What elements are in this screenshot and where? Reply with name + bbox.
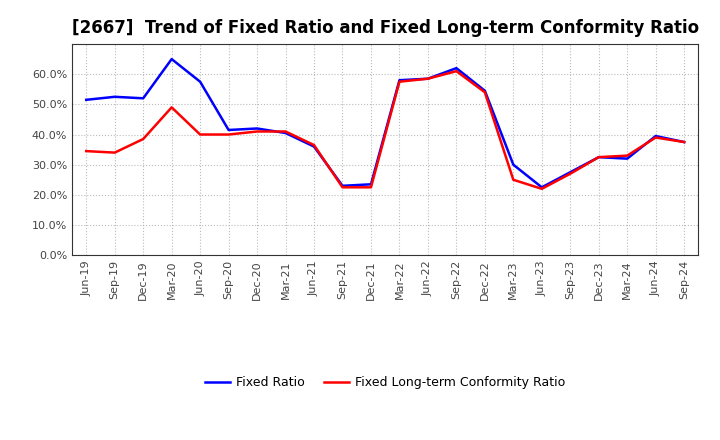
- Fixed Long-term Conformity Ratio: [196, 132, 204, 137]
- Fixed Ratio: [366, 182, 375, 187]
- Fixed Ratio: [623, 156, 631, 161]
- Fixed Long-term Conformity Ratio: [537, 186, 546, 191]
- Fixed Long-term Conformity Ratio: [139, 136, 148, 142]
- Fixed Ratio: [509, 162, 518, 167]
- Fixed Ratio: [225, 127, 233, 132]
- Fixed Ratio: [652, 133, 660, 139]
- Fixed Ratio: [139, 95, 148, 101]
- Fixed Long-term Conformity Ratio: [395, 79, 404, 84]
- Fixed Ratio: [196, 79, 204, 84]
- Fixed Long-term Conformity Ratio: [509, 177, 518, 183]
- Fixed Ratio: [423, 76, 432, 81]
- Fixed Long-term Conformity Ratio: [310, 143, 318, 148]
- Fixed Long-term Conformity Ratio: [366, 185, 375, 190]
- Fixed Ratio: [310, 144, 318, 149]
- Fixed Long-term Conformity Ratio: [225, 132, 233, 137]
- Fixed Long-term Conformity Ratio: [253, 129, 261, 134]
- Fixed Long-term Conformity Ratio: [480, 90, 489, 95]
- Fixed Ratio: [566, 169, 575, 175]
- Fixed Ratio: [338, 183, 347, 188]
- Fixed Ratio: [82, 97, 91, 103]
- Fixed Ratio: [537, 185, 546, 190]
- Fixed Long-term Conformity Ratio: [566, 171, 575, 176]
- Fixed Ratio: [253, 126, 261, 131]
- Fixed Long-term Conformity Ratio: [652, 135, 660, 140]
- Fixed Ratio: [110, 94, 119, 99]
- Fixed Long-term Conformity Ratio: [623, 153, 631, 158]
- Legend: Fixed Ratio, Fixed Long-term Conformity Ratio: Fixed Ratio, Fixed Long-term Conformity …: [200, 371, 570, 394]
- Fixed Ratio: [480, 88, 489, 93]
- Fixed Ratio: [595, 154, 603, 160]
- Fixed Long-term Conformity Ratio: [595, 154, 603, 160]
- Line: Fixed Ratio: Fixed Ratio: [86, 59, 684, 187]
- Title: [2667]  Trend of Fixed Ratio and Fixed Long-term Conformity Ratio: [2667] Trend of Fixed Ratio and Fixed Lo…: [71, 19, 699, 37]
- Fixed Ratio: [680, 139, 688, 145]
- Fixed Long-term Conformity Ratio: [282, 129, 290, 134]
- Fixed Long-term Conformity Ratio: [110, 150, 119, 155]
- Line: Fixed Long-term Conformity Ratio: Fixed Long-term Conformity Ratio: [86, 71, 684, 189]
- Fixed Long-term Conformity Ratio: [338, 185, 347, 190]
- Fixed Long-term Conformity Ratio: [82, 148, 91, 154]
- Fixed Ratio: [452, 66, 461, 71]
- Fixed Long-term Conformity Ratio: [423, 76, 432, 81]
- Fixed Long-term Conformity Ratio: [452, 69, 461, 74]
- Fixed Ratio: [167, 56, 176, 62]
- Fixed Long-term Conformity Ratio: [167, 105, 176, 110]
- Fixed Long-term Conformity Ratio: [680, 139, 688, 145]
- Fixed Ratio: [282, 130, 290, 136]
- Fixed Ratio: [395, 77, 404, 83]
